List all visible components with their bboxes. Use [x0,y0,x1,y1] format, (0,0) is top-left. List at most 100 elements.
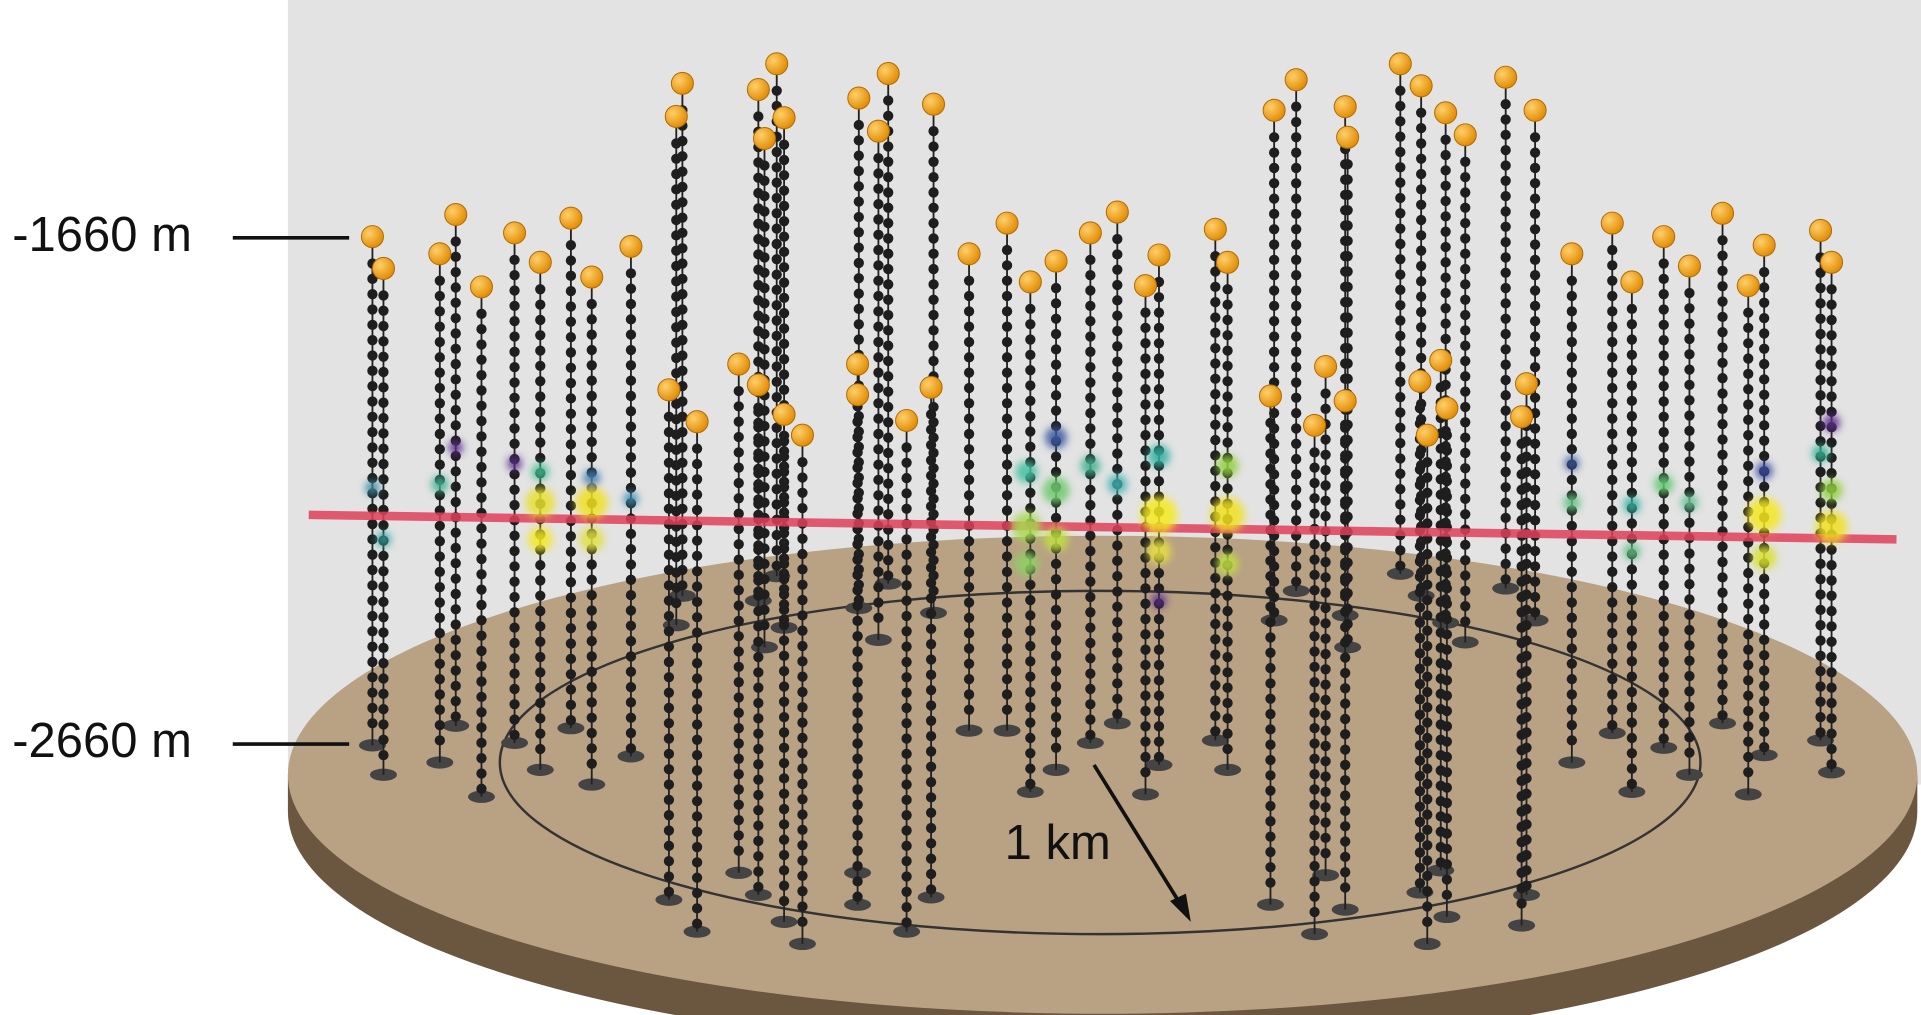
optical-module [476,753,486,763]
optical-module [692,459,702,469]
optical-module [1627,334,1637,344]
optical-module [1826,284,1836,294]
optical-module [1759,650,1769,660]
optical-module [1530,285,1540,295]
optical-module [1607,720,1617,730]
optical-module [476,569,486,579]
buoy [1285,69,1307,91]
optical-module [852,585,862,595]
optical-module [671,184,681,194]
optical-module [734,646,744,656]
optical-module [435,582,445,592]
optical-module [626,345,636,355]
optical-module [852,417,862,427]
optical-module [1743,568,1753,578]
optical-module [1815,635,1825,645]
optical-module [587,375,597,385]
buoy [773,403,795,425]
optical-module [1659,274,1669,284]
optical-module [566,317,576,327]
optical-module [587,682,597,692]
optical-module [1501,176,1511,186]
optical-module [1320,511,1330,521]
optical-module [964,643,974,653]
optical-module [873,582,883,592]
optical-module [367,350,377,360]
optical-module [873,567,883,577]
optical-module [883,540,893,550]
optical-module [1684,671,1694,681]
optical-module [1422,656,1432,666]
optical-module [367,626,377,636]
optical-module [1743,491,1753,501]
optical-module [451,359,461,369]
optical-module [779,635,789,645]
optical-module [451,711,461,721]
optical-module [1342,282,1352,292]
optical-module [779,436,789,446]
buoy [1045,250,1067,272]
optical-module [367,565,377,575]
optical-module [1265,694,1275,704]
optical-module [926,608,936,618]
optical-module [883,111,893,121]
optical-module [779,681,789,691]
optical-module [1140,461,1150,471]
optical-module [451,236,461,246]
optical-module [1309,539,1319,549]
optical-module [1051,727,1061,737]
optical-module [1309,708,1319,718]
optical-module [1342,358,1352,368]
optical-module [1265,816,1275,826]
buoy [996,212,1018,234]
optical-module [1422,488,1432,498]
optical-module [1415,556,1425,566]
optical-module [852,723,862,733]
optical-module [928,264,938,274]
optical-module [1265,586,1275,596]
optical-module [535,361,545,371]
optical-module [1291,193,1301,203]
optical-module [1265,448,1275,458]
optical-module [535,437,545,447]
optical-module [1684,610,1694,620]
optical-module [779,155,789,165]
optical-module [1051,620,1061,630]
optical-module [1309,769,1319,779]
optical-module [587,743,597,753]
optical-module [753,774,763,784]
optical-module [1222,361,1232,371]
optical-module [1684,732,1694,742]
optical-module [772,223,782,233]
optical-module [1442,645,1452,655]
optical-module [451,696,461,706]
hit [1012,512,1041,541]
optical-module [964,413,974,423]
optical-module [1291,347,1301,357]
optical-module [1743,399,1753,409]
optical-module [1422,886,1432,896]
optical-module [779,354,789,364]
optical-module [1607,628,1617,638]
optical-module [509,469,519,479]
optical-module [664,856,674,866]
optical-module [1659,366,1669,376]
optical-module [1051,712,1061,722]
optical-module [1441,227,1451,237]
optical-module [1416,123,1426,133]
optical-module [797,534,807,544]
optical-module [753,805,763,815]
optical-module [854,197,864,207]
optical-module [964,459,974,469]
hit [1564,456,1579,471]
optical-module [779,543,789,553]
optical-module [367,687,377,697]
optical-module [1395,361,1405,371]
optical-module [587,697,597,707]
optical-module [772,331,782,341]
optical-module [1395,300,1405,310]
optical-module [1085,439,1095,449]
optical-module [1659,580,1669,590]
optical-module [873,306,883,316]
optical-module [1342,374,1352,384]
